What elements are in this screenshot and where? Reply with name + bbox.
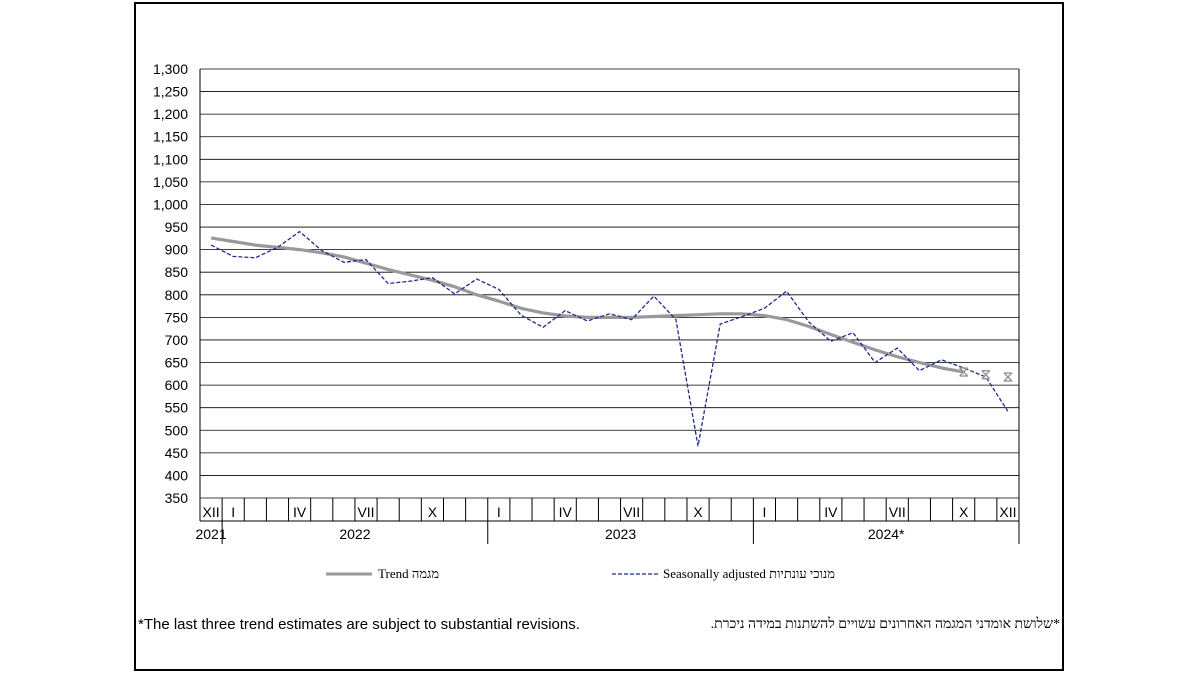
seasonally-adjusted-line bbox=[210, 230, 1009, 447]
footnote-hebrew: *שלושת אומדני המגמה האחרונים עשויים להשת… bbox=[710, 617, 1060, 632]
y-tick-label: 650 bbox=[165, 355, 189, 371]
x-axis: XII I IV VII X I IV VII X I IV VII X XII 2021 2022 2023 2… bbox=[195, 498, 1020, 544]
y-tick-label: 1,050 bbox=[153, 174, 188, 190]
series-lines bbox=[210, 230, 1013, 447]
trend-provisional-marker bbox=[981, 369, 991, 380]
y-tick-label: 900 bbox=[165, 242, 189, 258]
y-axis-tick-labels: 1,300 1,250 1,200 1,150 1,100 1,050 1,000 950 90… bbox=[153, 61, 188, 506]
y-tick-label: 1,250 bbox=[153, 84, 188, 100]
chart-frame bbox=[134, 2, 1064, 671]
y-tick-label: 1,150 bbox=[153, 129, 188, 145]
legend: Trend מגמה Seasonally adjusted מנוכי עונ… bbox=[326, 566, 835, 581]
y-tick-label: 850 bbox=[165, 264, 189, 280]
month-tick-label: I bbox=[763, 504, 767, 520]
year-label: 2022 bbox=[339, 526, 370, 542]
month-tick-label: XII bbox=[999, 504, 1016, 520]
y-tick-label: 550 bbox=[165, 400, 189, 416]
month-tick-label: X bbox=[959, 504, 969, 520]
month-tick-label: VII bbox=[889, 504, 906, 520]
y-tick-label: 700 bbox=[165, 332, 189, 348]
month-tick-label: I bbox=[231, 504, 235, 520]
trend-provisional-marker bbox=[1003, 372, 1013, 382]
month-tick-label: IV bbox=[824, 504, 838, 520]
y-tick-label: 400 bbox=[165, 467, 189, 483]
year-label: 2021 bbox=[195, 526, 226, 542]
y-tick-label: 450 bbox=[165, 445, 189, 461]
y-tick-label: 1,000 bbox=[153, 196, 188, 212]
y-tick-label: 750 bbox=[165, 309, 189, 325]
y-tick-label: 1,100 bbox=[153, 151, 188, 167]
month-tick-label: I bbox=[497, 504, 501, 520]
month-tick-label: X bbox=[693, 504, 703, 520]
legend-trend-label: Trend מגמה bbox=[378, 566, 439, 581]
legend-seasonal-label: Seasonally adjusted מנוכי עונתיות bbox=[663, 566, 835, 581]
y-tick-label: 950 bbox=[165, 219, 189, 235]
month-tick-label: X bbox=[428, 504, 438, 520]
footnote-english: *The last three trend estimates are subj… bbox=[138, 616, 580, 633]
month-tick-label: VII bbox=[357, 504, 374, 520]
month-tick-label: XII bbox=[203, 504, 220, 520]
y-tick-label: 600 bbox=[165, 377, 189, 393]
month-tick-label: IV bbox=[293, 504, 307, 520]
y-tick-label: 500 bbox=[165, 422, 189, 438]
y-tick-label: 1,300 bbox=[153, 61, 188, 77]
year-label: 2024* bbox=[868, 526, 905, 542]
y-tick-label: 800 bbox=[165, 287, 189, 303]
y-tick-label: 1,200 bbox=[153, 106, 188, 122]
y-tick-label: 350 bbox=[165, 490, 189, 506]
month-tick-label: IV bbox=[559, 504, 573, 520]
trend-provisional-marker bbox=[959, 367, 969, 377]
month-tick-label: VII bbox=[623, 504, 640, 520]
year-label: 2023 bbox=[605, 526, 636, 542]
gridlines bbox=[199, 68, 1020, 499]
trend-line bbox=[210, 236, 964, 374]
